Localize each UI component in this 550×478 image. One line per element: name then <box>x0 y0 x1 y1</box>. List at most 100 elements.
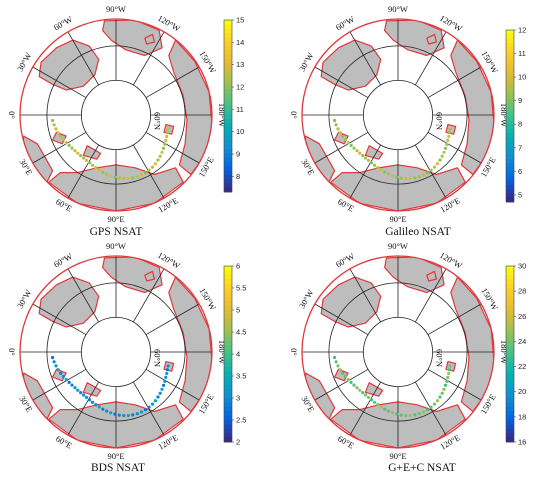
land-mass <box>364 145 384 160</box>
colorbar-step <box>506 38 514 44</box>
colorbar-tick-label: 14 <box>236 38 244 47</box>
colorbar-step <box>506 354 514 359</box>
track-point <box>153 162 157 166</box>
longitude-label: 180°W <box>499 103 509 127</box>
colorbar-step <box>224 144 232 150</box>
colorbar-step <box>224 367 232 372</box>
colorbar-step <box>506 301 514 306</box>
colorbar-tick-label: 26 <box>518 312 526 321</box>
colorbar-step <box>224 110 232 115</box>
track-point <box>139 410 144 414</box>
track-point <box>150 402 155 406</box>
track-point <box>56 131 60 135</box>
track-point <box>166 127 170 131</box>
track-point <box>67 380 71 384</box>
land-mass <box>320 276 382 328</box>
colorbar-frame <box>505 29 515 203</box>
land-mass <box>144 270 155 282</box>
colorbar-step <box>224 305 232 311</box>
colorbar-step <box>224 288 232 293</box>
colorbar-step <box>224 371 232 377</box>
colorbar-step <box>224 37 232 42</box>
colorbar-step <box>224 332 232 337</box>
track-point <box>349 143 353 147</box>
colorbar-step <box>224 428 232 434</box>
colorbar-step <box>224 270 232 276</box>
track-point <box>84 395 89 399</box>
meridian-line <box>145 368 200 401</box>
colorbar-step <box>506 296 514 302</box>
track-point <box>73 386 77 390</box>
track-point <box>70 146 74 150</box>
colorbar-step <box>506 437 514 443</box>
track-point <box>79 154 83 158</box>
colorbar-step <box>506 371 514 377</box>
track-point <box>333 118 337 123</box>
colorbar-step <box>506 406 514 412</box>
track-point <box>343 137 347 142</box>
track-point <box>334 360 338 364</box>
track-point <box>336 364 340 368</box>
track-point <box>341 134 345 138</box>
colorbar-tick-label: 4 <box>236 350 240 359</box>
colorbar-step <box>224 153 232 158</box>
track-point <box>358 151 362 155</box>
track-point <box>399 413 403 417</box>
track-point <box>333 355 337 360</box>
colorbar-step <box>506 349 514 355</box>
track-point <box>399 176 403 180</box>
colorbar-step <box>506 98 514 104</box>
track-point <box>387 172 391 176</box>
colorbar-step <box>506 433 514 438</box>
track-point <box>338 368 342 372</box>
colorbar-tick-label: 10 <box>236 127 244 136</box>
colorbar-step <box>224 376 232 381</box>
track-point <box>164 375 168 379</box>
track-point <box>51 355 55 360</box>
colorbar-step <box>506 336 514 342</box>
meridian-line <box>314 66 369 99</box>
track-point <box>94 403 98 407</box>
colorbar-step <box>224 157 232 163</box>
meridian-line <box>32 303 87 336</box>
colorbar-tick-label: 6 <box>236 262 240 271</box>
track-point <box>349 380 353 384</box>
colorbar-tick-label: 9 <box>518 96 522 105</box>
colorbar-step <box>506 55 514 61</box>
track-point <box>366 158 371 162</box>
colorbar-step <box>224 411 232 416</box>
track-point <box>147 168 151 172</box>
colorbar-step <box>506 415 514 421</box>
map-boundary <box>19 18 213 212</box>
colorbar-step <box>506 150 514 156</box>
longitude-label: 0° <box>289 111 299 119</box>
track-point <box>147 405 151 409</box>
meridian-line <box>32 66 87 99</box>
track-point <box>364 393 368 397</box>
colorbar-step <box>506 380 514 386</box>
track-point <box>417 412 421 416</box>
meridian-line <box>67 268 100 323</box>
meridian-line <box>145 303 200 336</box>
track-point <box>61 137 65 142</box>
colorbar-tick-label: 11 <box>236 105 244 114</box>
colorbar-step <box>506 318 514 324</box>
track-point <box>383 407 387 411</box>
longitude-label: 90°E <box>389 451 406 461</box>
nsat-track <box>51 118 170 181</box>
track-point <box>443 383 448 387</box>
colorbar-step <box>224 41 232 47</box>
colorbar-step <box>506 73 514 78</box>
colorbar-step <box>224 420 232 425</box>
colorbar-step <box>224 179 232 184</box>
colorbar-step <box>506 323 514 328</box>
colorbar-step <box>506 68 514 74</box>
colorbar-step <box>224 424 232 430</box>
colorbar-step <box>506 30 514 35</box>
track-point <box>84 158 89 162</box>
colorbar-step <box>224 71 232 77</box>
colorbar-step <box>506 424 514 430</box>
colorbar-frame <box>223 19 233 193</box>
colorbar-step <box>224 266 232 271</box>
land-mass <box>426 33 437 45</box>
